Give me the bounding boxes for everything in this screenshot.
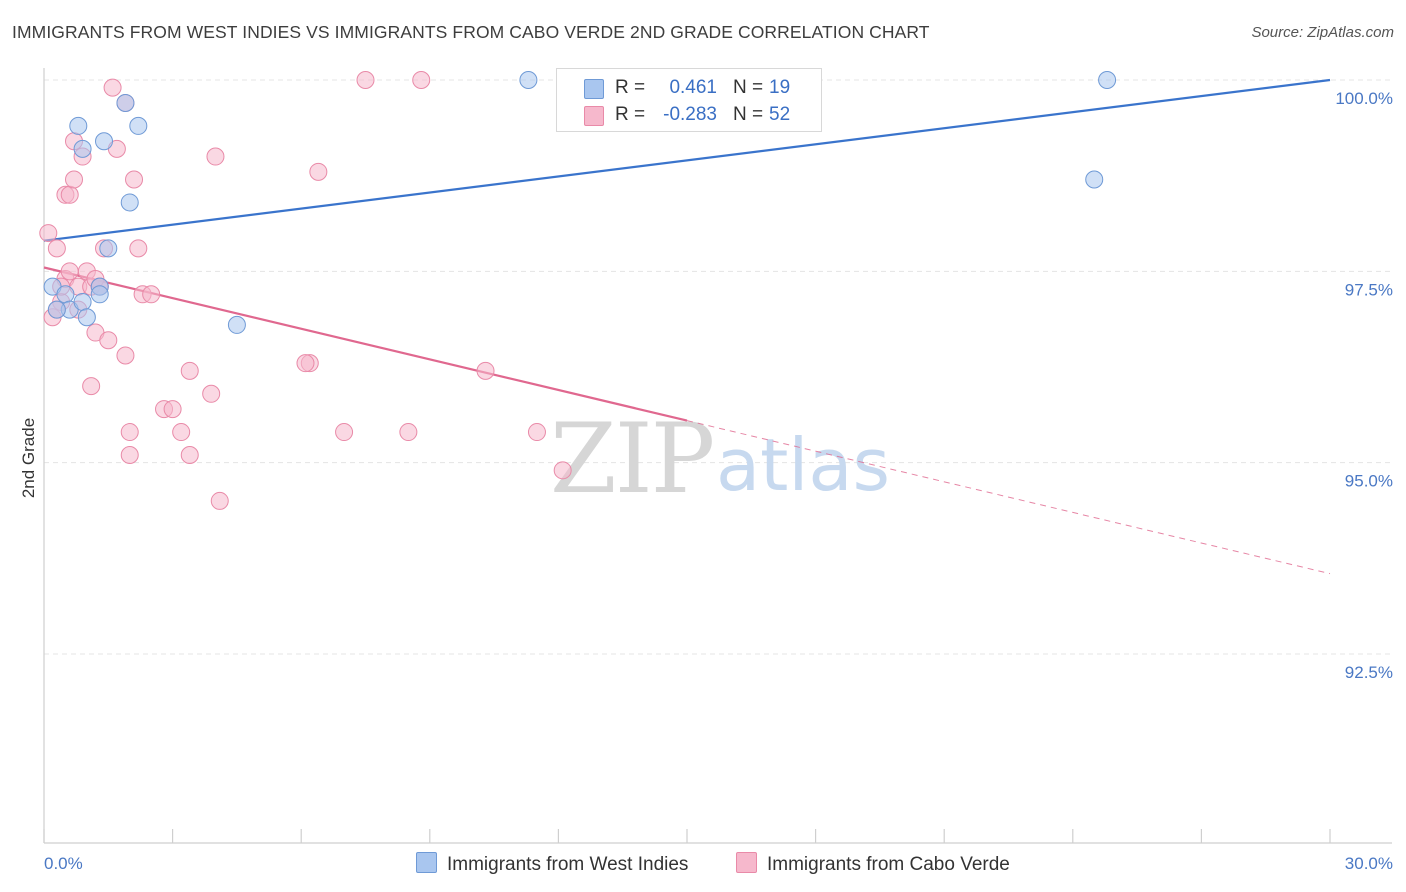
data-point-cabo-verde xyxy=(99,331,118,350)
data-point-cabo-verde xyxy=(47,239,66,258)
legend-item-west-indies[interactable]: Immigrants from West Indies xyxy=(416,852,688,876)
n-label: N = xyxy=(733,104,764,125)
r-value: 0.461 xyxy=(669,77,717,98)
x-tick-labels: 0.0% 30.0% xyxy=(44,854,1393,873)
data-point-west-indies xyxy=(69,116,88,135)
source-credit: Source: ZipAtlas.com xyxy=(1251,24,1394,41)
data-point-cabo-verde xyxy=(309,162,328,181)
legend-row-cabo-verde: R = -0.283 N = 52 xyxy=(557,101,821,129)
series-legend: Immigrants from West Indies Immigrants f… xyxy=(0,852,1406,878)
data-point-cabo-verde xyxy=(125,170,144,189)
data-point-cabo-verde xyxy=(202,384,221,403)
data-points xyxy=(39,71,1117,510)
data-point-cabo-verde xyxy=(60,262,79,281)
data-point-cabo-verde xyxy=(356,71,375,89)
n-label: N = xyxy=(733,77,764,98)
data-point-cabo-verde xyxy=(120,446,139,465)
y-tick-label: 92.5% xyxy=(1345,663,1393,682)
data-point-west-indies xyxy=(90,285,109,304)
data-point-cabo-verde xyxy=(335,423,354,442)
legend-label: Immigrants from West Indies xyxy=(447,854,689,875)
data-point-west-indies xyxy=(1085,170,1104,189)
data-point-cabo-verde xyxy=(82,377,101,396)
y-tick-label: 100.0% xyxy=(1335,89,1393,108)
y-tick-label: 97.5% xyxy=(1345,280,1393,299)
data-point-cabo-verde xyxy=(116,346,135,365)
y-tick-label: 95.0% xyxy=(1345,472,1393,491)
data-point-cabo-verde xyxy=(120,423,139,442)
data-point-cabo-verde xyxy=(399,423,418,442)
legend-swatch-pink xyxy=(736,852,757,873)
data-point-west-indies xyxy=(227,315,246,334)
legend-item-cabo-verde[interactable]: Immigrants from Cabo Verde xyxy=(736,852,1010,876)
data-point-cabo-verde xyxy=(60,185,79,204)
data-point-cabo-verde xyxy=(129,239,148,258)
data-point-west-indies xyxy=(120,193,139,212)
data-point-cabo-verde xyxy=(296,354,315,373)
data-point-west-indies xyxy=(1098,71,1117,89)
watermark-zip: ZIP xyxy=(550,403,713,515)
watermark-atlas: atlas xyxy=(716,423,890,507)
r-value: -0.283 xyxy=(663,104,717,125)
grid-lines xyxy=(44,79,1392,655)
data-point-cabo-verde xyxy=(103,78,122,97)
chart-title: IMMIGRANTS FROM WEST INDIES VS IMMIGRANT… xyxy=(12,22,930,42)
data-point-west-indies xyxy=(77,308,96,327)
data-point-cabo-verde xyxy=(412,71,431,89)
legend-swatch-blue xyxy=(584,79,604,99)
data-point-cabo-verde xyxy=(65,170,84,189)
data-point-cabo-verde xyxy=(210,491,229,510)
data-point-west-indies xyxy=(519,71,538,89)
data-point-west-indies xyxy=(47,300,66,319)
r-label: R = xyxy=(615,77,646,98)
y-tick-labels: 100.0% 97.5% 95.0% 92.5% xyxy=(1335,89,1393,682)
axes xyxy=(43,68,1392,844)
data-point-cabo-verde xyxy=(180,361,199,380)
x-tick-label: 0.0% xyxy=(44,854,83,873)
data-point-west-indies xyxy=(129,116,148,135)
data-point-cabo-verde xyxy=(163,400,182,419)
legend-swatch-pink xyxy=(584,106,604,126)
data-point-west-indies xyxy=(73,139,92,158)
n-value: 19 xyxy=(769,77,791,98)
data-point-cabo-verde xyxy=(180,446,199,465)
data-point-cabo-verde xyxy=(39,224,58,243)
data-point-cabo-verde xyxy=(553,461,572,480)
data-point-cabo-verde xyxy=(172,423,191,442)
legend-row-west-indies: R = 0.461 N = 19 xyxy=(557,74,821,102)
x-tick-label: 30.0% xyxy=(1345,854,1393,873)
legend-swatch-blue xyxy=(416,852,437,873)
r-label: R = xyxy=(615,104,646,125)
y-axis-label: 2nd Grade xyxy=(19,418,38,498)
trend-line xyxy=(43,78,1331,242)
n-value: 52 xyxy=(769,104,791,125)
data-point-west-indies xyxy=(99,239,118,258)
data-point-cabo-verde xyxy=(142,285,161,304)
data-point-west-indies xyxy=(73,292,92,311)
data-point-cabo-verde xyxy=(206,147,225,166)
data-point-cabo-verde xyxy=(527,423,546,442)
legend-label: Immigrants from Cabo Verde xyxy=(767,854,1010,875)
data-point-west-indies xyxy=(95,132,114,151)
stats-legend: R = 0.461 N = 19 R = -0.283 N = 52 xyxy=(556,68,822,132)
data-point-cabo-verde xyxy=(476,361,495,380)
trend-line-extrapolated xyxy=(686,420,1331,575)
data-point-west-indies xyxy=(56,285,75,304)
data-point-west-indies xyxy=(116,93,135,112)
